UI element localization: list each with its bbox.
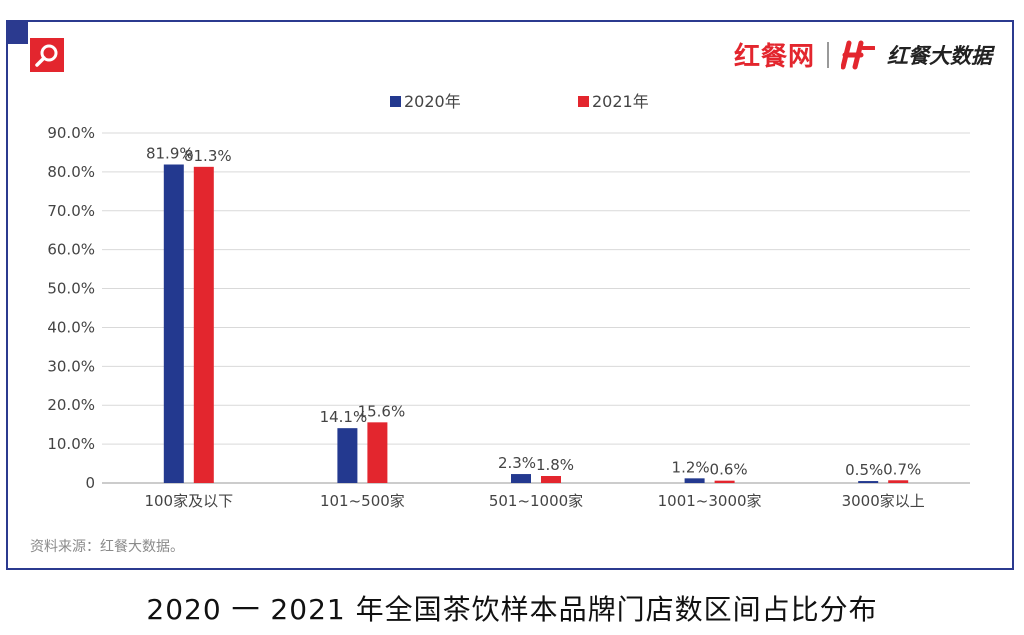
brand-logo: 红餐网 红餐大数据	[734, 36, 992, 73]
brand-separator	[827, 41, 829, 68]
data-label: 0.7%	[883, 460, 921, 478]
y-axis-ticks: 0 10.0% 20.0% 30.0% 40.0% 50.0% 60.0% 70.0% 80.0…	[47, 124, 95, 492]
bar-2021	[888, 480, 909, 483]
y-tick-label: 60.0%	[47, 241, 95, 259]
legend-label-2020: 2020年	[404, 92, 461, 111]
bar-2020	[684, 478, 705, 483]
bar-2021	[367, 422, 388, 483]
data-labels-layer: 81.9%81.3% 14.1%15.6% 2.3% 1.8% 1.2% 0.6% 0.5%…	[146, 145, 921, 480]
data-label: 1.2%	[672, 458, 710, 476]
chart-caption: 2020 一 2021 年全国茶饮样本品牌门店数区间占比分布	[146, 593, 878, 626]
brand-name-primary: 红餐网	[733, 42, 815, 72]
data-label: 14.1%	[320, 408, 368, 426]
data-label: 1.8%	[536, 456, 574, 474]
y-tick-label: 50.0%	[47, 280, 95, 298]
y-tick-label: 20.0%	[47, 396, 95, 414]
legend-label-2021: 2021年	[592, 92, 649, 111]
x-tick-label: 100家及以下	[144, 492, 233, 510]
source-note: 资料来源：红餐大数据。	[30, 539, 184, 555]
data-label: 2.3%	[498, 454, 536, 472]
bars-layer	[163, 164, 909, 484]
legend-swatch-2020	[390, 96, 401, 107]
data-label: 15.6%	[358, 402, 406, 420]
y-tick-label: 90.0%	[47, 124, 95, 142]
bar-2020	[858, 481, 879, 483]
y-tick-label: 80.0%	[47, 163, 95, 181]
y-tick-label: 10.0%	[47, 435, 95, 453]
x-axis-ticks: 100家及以下 101~500家 501~1000家 1001~3000家 3000家以…	[144, 492, 924, 510]
y-tick-label: 30.0%	[47, 357, 95, 375]
grid-layer	[102, 132, 970, 484]
x-tick-label: 501~1000家	[489, 492, 583, 510]
data-label: 81.3%	[184, 147, 232, 165]
bar-2020	[163, 164, 184, 483]
bar-2021	[541, 476, 561, 483]
bar-2021	[193, 166, 214, 484]
legend: 2020年 2021年	[390, 92, 649, 111]
x-tick-label: 3000家以上	[842, 492, 925, 510]
brand-h-icon	[841, 40, 875, 70]
data-label: 0.5%	[845, 461, 883, 479]
x-tick-label: 101~500家	[320, 492, 405, 510]
y-tick-label: 40.0%	[47, 318, 95, 336]
bar-2020	[511, 474, 531, 483]
brand-name-secondary: 红餐大数据	[887, 43, 992, 68]
legend-swatch-2021	[578, 96, 589, 107]
y-tick-label: 70.0%	[47, 202, 95, 220]
data-label: 0.6%	[710, 461, 748, 479]
frame-corner-accent	[6, 20, 28, 44]
x-tick-label: 1001~3000家	[658, 492, 762, 510]
bar-2020	[337, 428, 358, 483]
data-label: 81.9%	[146, 145, 194, 163]
search-icon	[30, 38, 64, 72]
bar-2021	[714, 480, 735, 483]
y-tick-label: 0	[85, 474, 95, 492]
